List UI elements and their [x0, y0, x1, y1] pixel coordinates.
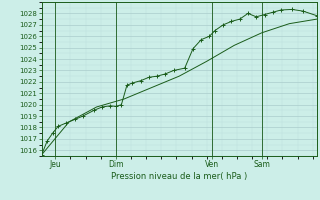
- X-axis label: Pression niveau de la mer( hPa ): Pression niveau de la mer( hPa ): [111, 172, 247, 181]
